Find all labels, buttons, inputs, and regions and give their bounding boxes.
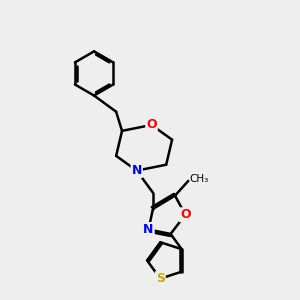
Text: N: N — [132, 164, 142, 177]
Text: S: S — [156, 272, 165, 285]
Text: CH₃: CH₃ — [190, 174, 209, 184]
Text: N: N — [143, 223, 154, 236]
Text: O: O — [180, 208, 190, 221]
Text: O: O — [146, 118, 157, 131]
